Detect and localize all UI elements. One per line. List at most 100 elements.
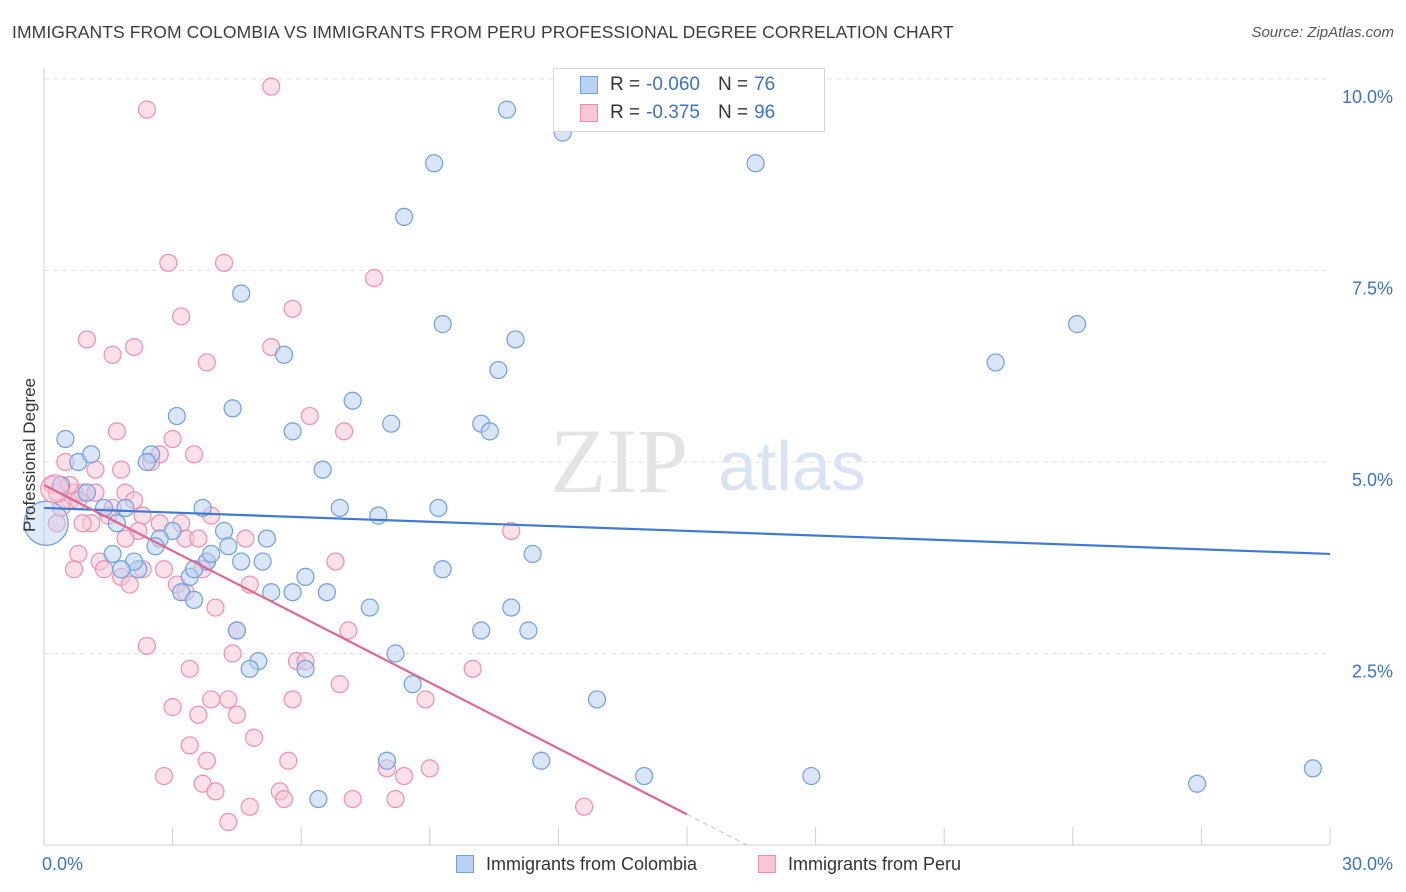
point-colombia <box>394 207 414 226</box>
point-peru <box>163 429 182 449</box>
point-peru <box>120 575 139 594</box>
point-peru <box>262 77 281 96</box>
legend-swatch-peru <box>580 104 598 122</box>
chart-title: IMMIGRANTS FROM COLOMBIA VS IMMIGRANTS F… <box>12 22 954 42</box>
point-peru <box>386 789 405 809</box>
point-colombia <box>184 590 204 609</box>
point-colombia <box>429 498 448 518</box>
point-peru <box>64 560 84 579</box>
point-colombia <box>227 621 246 640</box>
trend-line-colombia <box>43 506 1331 556</box>
point-peru <box>219 690 238 709</box>
trend-line-peru <box>43 484 688 816</box>
point-peru <box>112 460 131 479</box>
legend-row-peru: R = -0.375 N = 96 <box>580 101 775 125</box>
point-peru <box>330 675 349 694</box>
trend-lines <box>43 484 1331 846</box>
point-peru <box>236 529 255 548</box>
point-peru <box>394 766 414 786</box>
point-colombia <box>369 506 388 525</box>
point-peru <box>163 698 182 717</box>
point-colombia <box>112 560 131 579</box>
point-colombia <box>116 498 135 518</box>
point-colombia <box>424 154 444 173</box>
y-axis-label: Professional Degree <box>20 378 39 532</box>
point-colombia <box>502 598 521 617</box>
legend-box: R = -0.060 N = 76 R = -0.375 N = 96 <box>553 68 825 132</box>
point-colombia <box>219 537 238 556</box>
point-colombia <box>82 445 101 464</box>
point-colombia <box>202 544 221 564</box>
point-colombia <box>103 544 122 564</box>
legend-n-value: 96 <box>754 102 776 123</box>
legend-n-value: 76 <box>754 74 776 95</box>
point-colombia <box>746 154 765 173</box>
point-colombia <box>274 345 294 364</box>
point-colombia <box>489 360 508 380</box>
point-colombia <box>309 789 328 809</box>
point-colombia <box>343 391 362 410</box>
point-peru <box>197 353 216 372</box>
point-colombia <box>317 583 337 602</box>
point-colombia <box>167 406 186 426</box>
point-peru <box>184 445 204 464</box>
point-peru <box>502 521 521 541</box>
point-colombia <box>1067 315 1087 334</box>
point-peru <box>214 253 234 272</box>
point-peru-cluster <box>40 474 70 504</box>
legend-r-label: R = <box>610 102 641 123</box>
point-peru <box>94 560 114 579</box>
point-colombia <box>403 675 422 694</box>
point-peru <box>154 766 174 786</box>
y-tick-label: 10.0% <box>1342 87 1393 107</box>
watermark-atlas: atlas <box>718 427 866 505</box>
point-peru <box>124 338 144 357</box>
point-peru <box>180 736 199 755</box>
point-peru <box>240 797 259 816</box>
point-colombia <box>635 766 654 786</box>
point-colombia <box>77 483 96 502</box>
point-colombia <box>232 552 251 571</box>
x-tick-label: 30.0% <box>1342 854 1393 874</box>
point-peru <box>223 644 242 663</box>
point-peru <box>189 705 208 724</box>
legend-swatch-colombia <box>456 855 474 873</box>
point-peru <box>197 751 216 770</box>
point-colombia <box>480 422 499 441</box>
point-colombia <box>223 399 242 418</box>
point-peru <box>159 253 178 272</box>
point-peru <box>343 789 362 809</box>
point-colombia <box>433 560 452 579</box>
point-peru <box>86 460 105 479</box>
point-peru <box>575 797 594 816</box>
legend-swatch-peru <box>758 855 776 873</box>
axes <box>43 68 1331 846</box>
source-label: Source: ZipAtlas.com <box>1251 24 1394 41</box>
point-colombia-cluster <box>23 500 69 546</box>
point-colombia <box>802 766 821 786</box>
point-peru <box>227 705 246 724</box>
point-peru <box>47 514 66 533</box>
point-colombia <box>433 315 452 334</box>
point-peru <box>416 690 435 709</box>
point-colombia <box>519 621 538 640</box>
y-tick-label: 7.5% <box>1352 279 1393 299</box>
point-peru <box>283 690 302 709</box>
point-peru <box>339 621 358 640</box>
x-tick-label: 0.0% <box>42 854 83 874</box>
point-peru <box>279 751 298 770</box>
point-colombia <box>587 690 607 709</box>
point-colombia <box>137 452 156 472</box>
point-colombia <box>497 100 517 119</box>
point-peru <box>300 406 319 426</box>
trend-line-peru-extension <box>686 813 748 846</box>
point-colombia <box>240 659 259 678</box>
point-colombia <box>360 598 379 617</box>
legend-n-label: N = <box>717 102 749 123</box>
point-peru <box>107 422 126 441</box>
point-peru <box>73 514 92 533</box>
y-tick-label: 5.0% <box>1352 470 1393 490</box>
point-colombia <box>386 644 405 663</box>
point-colombia <box>193 498 212 518</box>
